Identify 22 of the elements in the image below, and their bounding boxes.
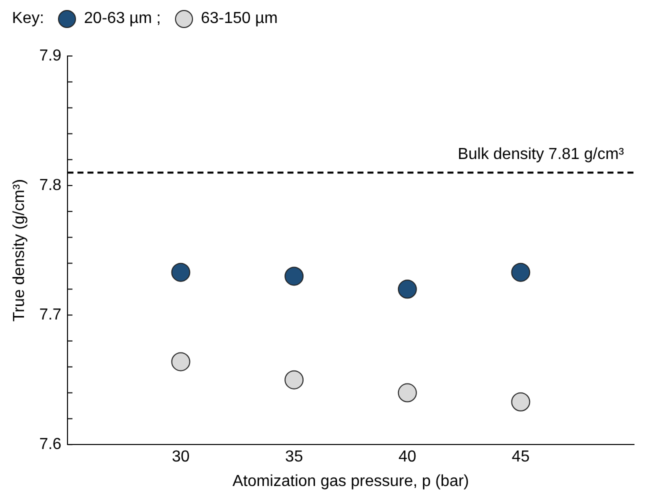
point (171, 262, 190, 282)
x-tick-label: 35 (285, 448, 304, 466)
x-tick-label: 40 (398, 448, 416, 466)
legend-title: Key: (12, 10, 44, 28)
y-tick-label: 7.9 (39, 47, 62, 64)
point (398, 280, 417, 299)
point (511, 262, 530, 282)
x-tick-label: 45 (512, 448, 530, 466)
point (398, 383, 417, 402)
point (511, 392, 530, 412)
point (171, 352, 190, 372)
y-tick-label: 7.8 (39, 176, 62, 194)
x-tick-label: 30 (172, 448, 190, 466)
ref-line-label: Bulk density 7.81 g/cm³ (458, 146, 625, 163)
y-tick-label: 7.6 (39, 436, 62, 454)
point (284, 266, 304, 286)
legend-label: 63-150 µm (200, 10, 278, 28)
x-axis-title: Atomization gas pressure, p (bar) (232, 472, 469, 490)
y-axis-title: True density (g/cm³) (11, 179, 28, 322)
legend-label: 20-63 µm ; (84, 10, 161, 28)
y-tick-label: 7.7 (39, 306, 62, 324)
point (284, 370, 304, 390)
